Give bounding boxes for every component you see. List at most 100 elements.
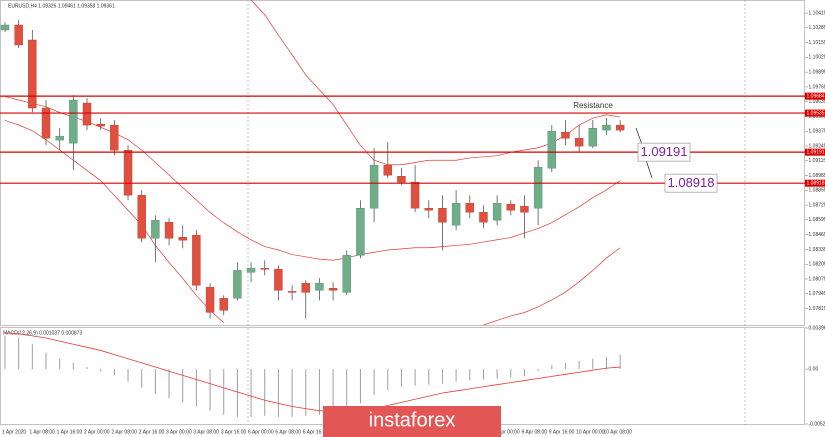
candle-body — [164, 222, 174, 239]
candle-body — [110, 124, 119, 151]
candle-body — [0, 24, 10, 31]
candle-body — [301, 283, 310, 293]
y-tick-label: 1.09635 — [809, 99, 825, 105]
y-tick-label: 1.07945 — [809, 291, 825, 297]
candle-body — [397, 176, 406, 183]
level-callout: 1.09191 — [641, 144, 688, 159]
candle-body — [451, 202, 461, 226]
x-tick-label: 1 Apr 08:00 — [29, 429, 55, 435]
x-tick-label: 3 Apr 16:00 — [221, 429, 247, 435]
y-tick-label: 1.08075 — [809, 276, 825, 282]
y-tick-label: 1.09375 — [809, 129, 825, 135]
level-callout: 1.08918 — [668, 175, 715, 190]
symbol-header: EURUSD,H4 1.09326 1.09461 1.09358 1.0936… — [8, 3, 115, 9]
y-tick-label: 1.08985 — [809, 173, 825, 179]
x-tick-label: 2 Apr 00:00 — [84, 429, 110, 435]
y-tick-label: 1.08855 — [809, 188, 825, 194]
candle-body — [219, 298, 228, 311]
x-tick-label: 10 Apr 08:00 — [603, 429, 632, 435]
candle-body — [96, 123, 105, 127]
x-tick-label: 1 Apr 2020 — [2, 429, 26, 435]
level-callout-box — [664, 173, 718, 193]
level-callout-box — [637, 142, 691, 162]
x-tick-label: 3 Apr 00:00 — [166, 429, 192, 435]
y-tick-label: 1.08205 — [809, 262, 825, 268]
level-tag — [805, 92, 825, 100]
candle-body — [520, 206, 529, 213]
candle-body — [561, 131, 570, 139]
level-tag-label: 1.09535 — [807, 110, 825, 116]
candle-body — [615, 124, 625, 131]
band-line — [483, 247, 621, 326]
candle-body — [492, 202, 502, 221]
x-tick-label: 3 Apr 08:00 — [193, 429, 219, 435]
candle-body — [14, 24, 23, 46]
candle-body — [342, 255, 351, 293]
watermark-box — [323, 406, 501, 437]
x-tick-label: 9 Apr 00:00 — [494, 429, 520, 435]
candle-body — [506, 204, 515, 211]
indicator-label: MACD(12,26,9) 0.001037 0.000873 — [3, 330, 82, 336]
candle-body — [438, 207, 447, 223]
candle-body — [479, 212, 488, 223]
y-tick-label: -0.005284 — [809, 421, 825, 427]
y-tick-label: 1.10285 — [809, 25, 825, 31]
band-line — [4, 120, 224, 323]
candle-body — [82, 102, 92, 126]
resistance-label: Resistance — [573, 101, 613, 110]
y-tick-label: 1.09505 — [809, 114, 825, 120]
x-tick-label: 2 Apr 16:00 — [139, 429, 165, 435]
y-tick-label: 1.09245 — [809, 143, 825, 149]
x-tick-label: 1 Apr 16:00 — [57, 429, 83, 435]
x-tick-label: 6 Apr 00:00 — [248, 429, 274, 435]
candle-body — [28, 39, 37, 109]
level-tag — [805, 179, 825, 187]
candle-body — [287, 291, 297, 293]
band-line — [250, 0, 621, 166]
y-tick-label: 1.08595 — [809, 217, 825, 223]
candle-body — [533, 166, 543, 209]
y-tick-label: 1.09765 — [809, 84, 825, 90]
band-line — [4, 96, 621, 261]
x-tick-label: 6 Apr 16:00 — [303, 429, 329, 435]
x-tick-label: 6 Apr 08:00 — [275, 429, 301, 435]
y-tick-label: 1.10155 — [809, 40, 825, 46]
candle-body — [424, 207, 433, 211]
level-tag — [805, 109, 825, 117]
candle-body — [233, 270, 242, 299]
candle-body — [178, 237, 187, 241]
x-tick-label: 2 Apr 08:00 — [111, 429, 137, 435]
candle-body — [137, 195, 146, 239]
y-tick-label: 1.09895 — [809, 69, 825, 75]
candle-body — [315, 283, 324, 291]
candle-body — [588, 127, 598, 147]
candle-body — [205, 287, 215, 313]
candle-body — [69, 99, 78, 144]
main-panel — [0, 0, 805, 326]
candle-body — [574, 137, 584, 147]
signal-line — [4, 332, 621, 413]
x-tick-label: 10 Apr 00:00 — [576, 429, 605, 435]
candle-body — [192, 235, 201, 286]
y-tick-label: 1.09115 — [809, 158, 825, 164]
candle-body — [547, 130, 556, 169]
candle-body — [410, 181, 420, 209]
y-tick-label: 1.07815 — [809, 306, 825, 312]
candle-body — [383, 165, 392, 176]
candle-body — [328, 288, 338, 291]
candle-body — [356, 207, 365, 256]
level-tag — [805, 148, 825, 156]
candle-body — [151, 220, 160, 239]
candle-body — [41, 107, 51, 139]
level-tag-label: 1.09684 — [807, 93, 825, 99]
level-tag-label: 1.08918 — [807, 181, 825, 187]
candle-body — [465, 202, 474, 213]
y-tick-label: 0.003961 — [809, 325, 825, 331]
candle-body — [260, 268, 269, 270]
candle-body — [369, 165, 379, 209]
candle-body — [123, 150, 133, 196]
candle-body — [274, 269, 283, 291]
candle-body — [55, 135, 64, 141]
